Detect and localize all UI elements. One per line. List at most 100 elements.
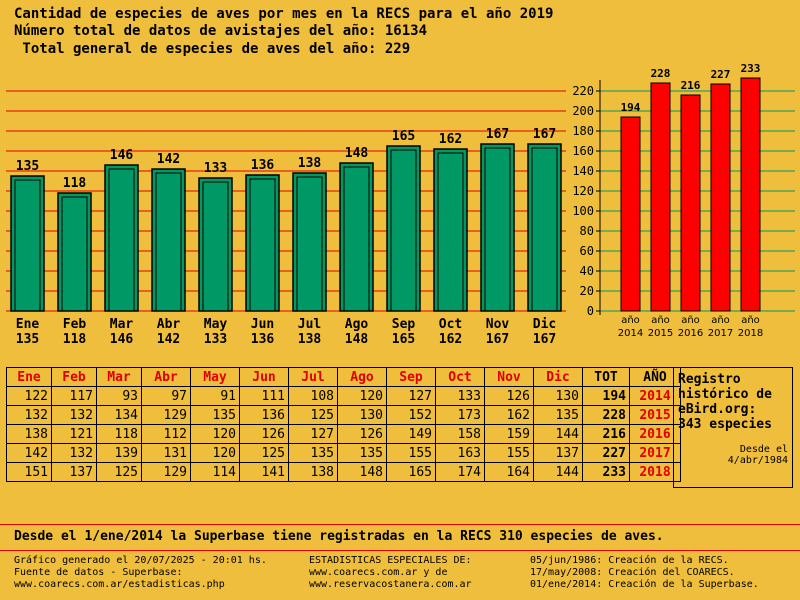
yearly-value-label: 227 (711, 68, 731, 81)
table-cell: 134 (96, 405, 142, 425)
table-row: 132 132 134 129 135 136 125 130 152 173 162 135 228 2… (6, 405, 681, 425)
table-cell: 137 (533, 443, 583, 463)
table-cell: 118 (96, 424, 142, 444)
monthly-value-label: 146 (110, 148, 134, 163)
divider-bottom (0, 550, 800, 551)
monthly-value-label: 118 (63, 176, 87, 191)
yearly-category-year: 2017 (708, 328, 733, 339)
yearly-category-year: 2014 (618, 328, 643, 339)
table-cell: 136 (239, 405, 289, 425)
table-cell: 120 (190, 443, 240, 463)
table-cell: 138 (288, 462, 338, 482)
monthly-bar (527, 143, 562, 312)
monthly-bar (104, 164, 139, 312)
table-cell: 129 (141, 405, 191, 425)
monthly-category-value: 138 (298, 332, 322, 347)
monthly-value-label: 135 (16, 159, 39, 174)
monthly-bar (198, 177, 233, 312)
yearly-bar (710, 83, 731, 312)
yearly-category-year: 2016 (678, 328, 703, 339)
table-cell: 141 (239, 462, 289, 482)
yearly-tick-label: 160 (572, 144, 594, 158)
table-header-cell: Dic (533, 367, 583, 387)
monthly-category-value: 142 (157, 332, 180, 347)
monthly-category-label: May (204, 317, 228, 332)
table-cell: 127 (288, 424, 338, 444)
yearly-tick-label: 100 (572, 204, 594, 218)
table-cell: 165 (386, 462, 436, 482)
table-cell: 132 (51, 443, 97, 463)
yearly-bar (620, 116, 641, 312)
yearly-value-label: 228 (651, 67, 671, 80)
table-cell: 149 (386, 424, 436, 444)
yearly-category-label: año (741, 315, 760, 326)
yearly-table: Ene Feb Mar Abr May Jun Jul Ago Sep Oct Nov Dic TOT A… (6, 367, 681, 482)
yearly-tick-label: 140 (572, 164, 594, 178)
monthly-category-value: 167 (533, 332, 556, 347)
table-body: 122 117 93 97 91 111 108 120 127 133 126 130 194 2014… (6, 386, 681, 482)
yearly-tick-label: 200 (572, 104, 594, 118)
yearly-tick-label: 0 (587, 304, 594, 318)
yearly-category-label: año (621, 315, 640, 326)
table-cell: 125 (239, 443, 289, 463)
bar-charts: 135Ene135118Feb118146Mar146142Abr142133M… (6, 62, 795, 347)
yearly-tick-label: 220 (572, 84, 594, 98)
monthly-category-value: 146 (110, 332, 134, 347)
table-header-cell: Feb (51, 367, 97, 387)
monthly-bar (151, 168, 186, 312)
yearly-tick-label: 80 (580, 224, 594, 238)
monthly-category-label: Jun (251, 317, 274, 332)
table-cell: 174 (435, 462, 485, 482)
divider-top (0, 524, 800, 525)
yearly-bar (650, 82, 671, 312)
monthly-value-label: 167 (533, 127, 556, 142)
table-cell: 120 (337, 386, 387, 406)
table-cell: 127 (386, 386, 436, 406)
yearly-category-label: año (711, 315, 730, 326)
monthly-bar-inner (155, 172, 182, 312)
table-cell: 114 (190, 462, 240, 482)
table-cell: 159 (484, 424, 534, 444)
table-cell: 117 (51, 386, 97, 406)
table-header-cell: May (190, 367, 240, 387)
table-cell: 194 (582, 386, 630, 406)
monthly-category-value: 135 (16, 332, 39, 347)
footer-special-stats: ESTADISTICAS ESPECIALES DE: www.coarecs.… (309, 555, 472, 590)
table-row: 151 137 125 129 114 141 138 148 165 174 164 144 233 2… (6, 462, 681, 482)
table-header-cell: Mar (96, 367, 142, 387)
monthly-category-value: 165 (392, 332, 415, 347)
monthly-value-label: 162 (439, 132, 462, 147)
monthly-bar (292, 172, 327, 312)
monthly-bar (10, 175, 45, 312)
monthly-bar-inner (437, 152, 464, 312)
table-header-cell: Jul (288, 367, 338, 387)
monthly-category-label: Feb (63, 317, 87, 332)
monthly-category-value: 136 (251, 332, 275, 347)
monthly-category-label: Mar (110, 317, 134, 332)
table-cell: 135 (288, 443, 338, 463)
table-cell: 126 (239, 424, 289, 444)
table-cell: 111 (239, 386, 289, 406)
table-cell: 216 (582, 424, 630, 444)
monthly-value-label: 138 (298, 156, 322, 171)
table-cell: 2018 (629, 462, 681, 482)
table-cell: 126 (337, 424, 387, 444)
monthly-bar (339, 162, 374, 312)
table-cell: 138 (6, 424, 52, 444)
table-row: 122 117 93 97 91 111 108 120 127 133 126 130 194 2014 (6, 386, 681, 406)
monthly-bar-inner (108, 168, 135, 312)
footer-generated: Gráfico generado el 20/07/2025 - 20:01 h… (14, 555, 267, 590)
table-cell: 130 (533, 386, 583, 406)
table-cell: 158 (435, 424, 485, 444)
yearly-value-label: 233 (741, 62, 761, 75)
table-cell: 126 (484, 386, 534, 406)
monthly-value-label: 136 (251, 158, 275, 173)
monthly-value-label: 133 (204, 161, 227, 176)
monthly-bar (386, 145, 421, 312)
yearly-tick-label: 180 (572, 124, 594, 138)
monthly-category-label: Dic (533, 317, 556, 332)
monthly-bar (433, 148, 468, 312)
chart-title: Cantidad de especies de aves por mes en … (14, 6, 554, 22)
table-cell: 164 (484, 462, 534, 482)
table-cell: 131 (141, 443, 191, 463)
